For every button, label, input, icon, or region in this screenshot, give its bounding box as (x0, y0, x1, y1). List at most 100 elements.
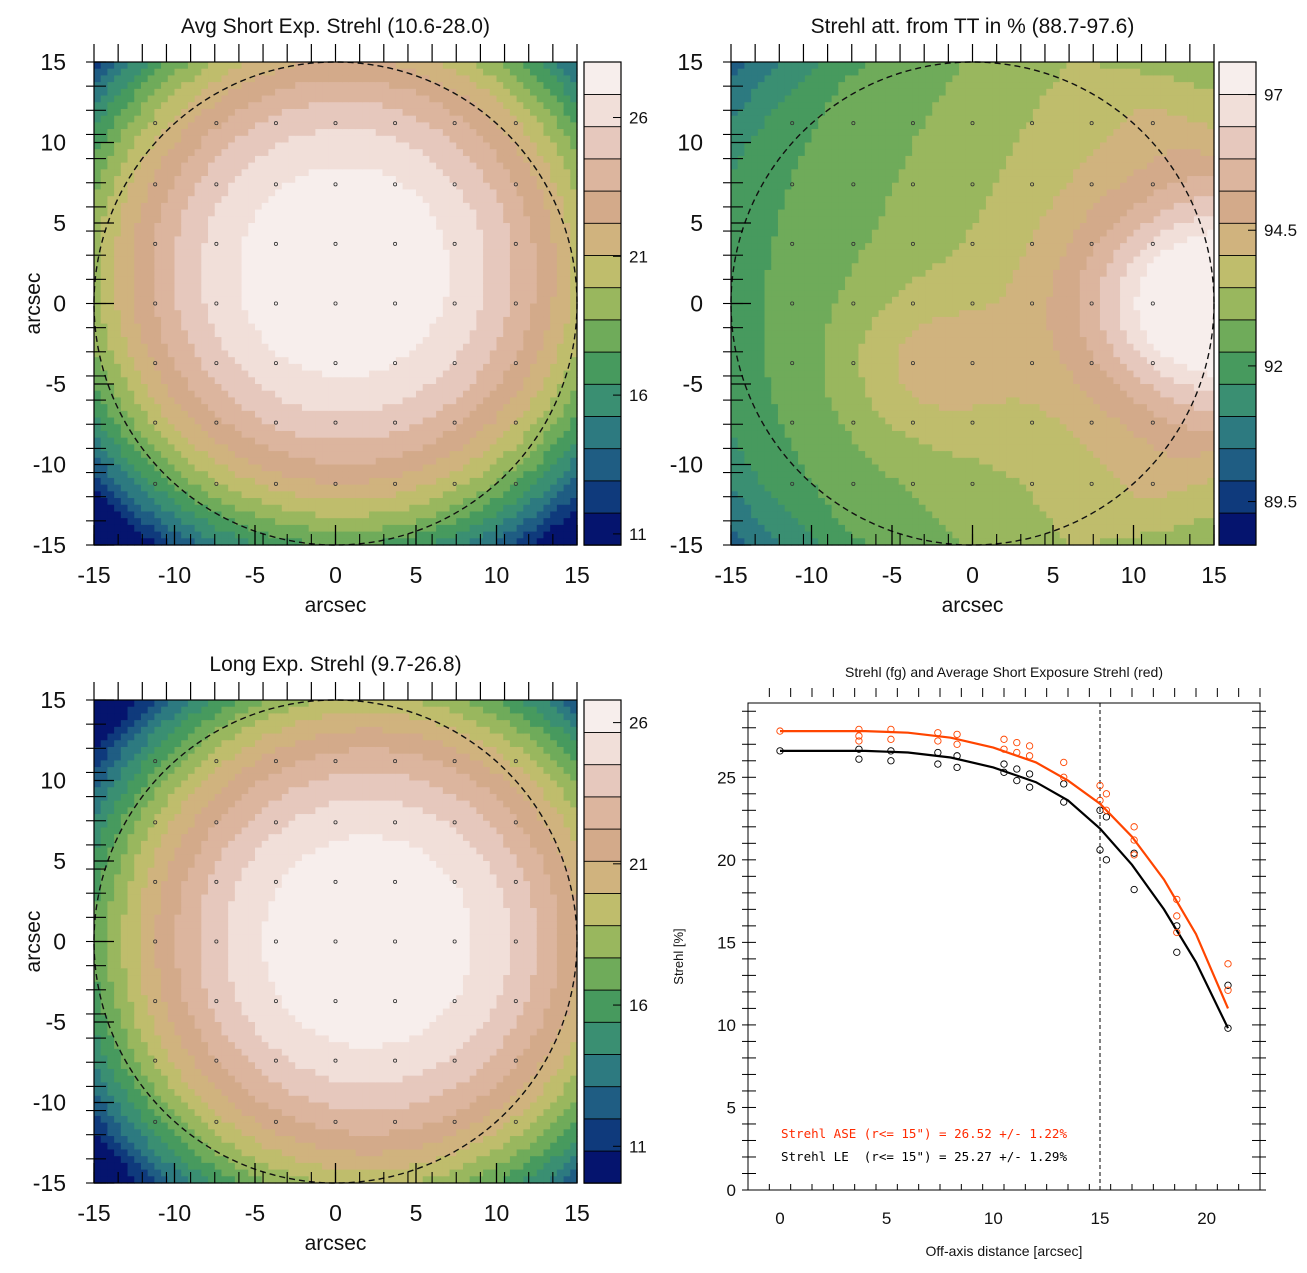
data-point (855, 755, 863, 763)
sample-point (452, 939, 457, 944)
sample-point (153, 241, 158, 246)
sample-point (1150, 481, 1155, 486)
sample-point (333, 121, 338, 126)
colorbar-band (583, 828, 622, 862)
data-point (1025, 742, 1034, 750)
sample-point (790, 121, 795, 126)
y-tick-label: -15 (33, 532, 66, 558)
sample-point (970, 121, 975, 126)
sample-point (273, 1119, 278, 1124)
y-tick-label: -5 (683, 371, 703, 397)
colorbar-band (1218, 512, 1257, 546)
series-ase (776, 725, 1232, 1009)
sample-point (333, 182, 338, 187)
heatmap-panel-3: Long Exp. Strehl (9.7-26.8) -15 -10 -5 0 5 10 1… (22, 653, 648, 1255)
colorbar-band (1218, 415, 1257, 450)
sample-point (153, 1119, 158, 1124)
sample-point (273, 759, 278, 764)
sample-point (214, 361, 219, 366)
sample-point (393, 301, 398, 306)
data-point (953, 763, 961, 772)
colorbar-band (583, 731, 622, 766)
colorbar-tick-label: 16 (629, 386, 648, 405)
colorbar-tick-label: 16 (629, 996, 648, 1015)
colorbar-tick-label: 11 (629, 1137, 647, 1156)
sample-point (273, 939, 278, 944)
sample-point (333, 361, 338, 366)
sample-point (452, 820, 457, 825)
sample-point (153, 420, 158, 425)
sample-point (273, 121, 278, 126)
data-point (1000, 760, 1008, 768)
sample-point (393, 1119, 398, 1124)
sample-point (970, 301, 975, 306)
heatmap-field (94, 62, 578, 546)
colorbar-band (583, 512, 622, 546)
x-axis-label: Off-axis distance [arcsec] (926, 1243, 1083, 1259)
data-point (1102, 806, 1111, 814)
colorbar-band (583, 190, 622, 224)
stat-annotation: Strehl ASE (r<= 15") = 26.52 +/- 1.22% (781, 1126, 1067, 1141)
sample-point (910, 361, 915, 366)
y-tick-label: -15 (670, 532, 703, 558)
y-tick-label: 0 (727, 1181, 736, 1200)
colorbar-band (583, 480, 622, 514)
data-point (1013, 765, 1021, 773)
sample-point (970, 420, 975, 425)
sample-point (1089, 361, 1094, 366)
colorbar-band (583, 125, 622, 160)
data-point (1025, 783, 1034, 791)
y-tick-label: 15 (40, 49, 66, 75)
sample-point (790, 301, 795, 306)
sample-point (513, 481, 518, 486)
sample-point (214, 759, 219, 764)
sample-point (214, 939, 219, 944)
sample-point (452, 1058, 457, 1063)
sample-point (452, 361, 457, 366)
sample-point (1089, 241, 1094, 246)
sample-point (910, 182, 915, 187)
sample-point (1030, 481, 1035, 486)
colorbar-band (1218, 286, 1257, 321)
colorbar-tick-label: 11 (629, 525, 647, 544)
colorbar-band (1218, 447, 1257, 482)
sample-point (153, 182, 158, 187)
sample-point (513, 241, 518, 246)
x-tick-label: -5 (245, 562, 265, 588)
sample-point (393, 420, 398, 425)
fit-curve (780, 730, 1230, 1009)
colorbar-band (583, 383, 622, 417)
data-point (953, 730, 961, 739)
y-tick-label: 10 (40, 130, 66, 156)
x-tick-label: 10 (484, 1200, 510, 1226)
data-point (1224, 1024, 1232, 1032)
sample-point (851, 241, 856, 246)
sample-point (214, 1058, 219, 1063)
sample-point (214, 481, 219, 486)
x-tick-label: 20 (1197, 1209, 1216, 1228)
sample-point (333, 939, 338, 944)
sample-point (910, 241, 915, 246)
sample-point (970, 182, 975, 187)
y-tick-label: 0 (53, 291, 66, 317)
sample-point (790, 182, 795, 187)
sample-point (214, 121, 219, 126)
sample-point (273, 182, 278, 187)
sample-point (393, 759, 398, 764)
sample-point (1150, 361, 1155, 366)
sample-point (214, 241, 219, 246)
sample-point (513, 879, 518, 884)
sample-point (333, 1119, 338, 1124)
sample-point (153, 820, 158, 825)
y-tick-label: 15 (677, 49, 703, 75)
sample-point (513, 759, 518, 764)
y-tick-label: 0 (690, 291, 703, 317)
sample-point (153, 999, 158, 1004)
y-axis-label: arcsec (22, 273, 45, 335)
sample-point (1030, 420, 1035, 425)
sample-point (153, 121, 158, 126)
sample-point (393, 820, 398, 825)
x-tick-label: 10 (484, 562, 510, 588)
sample-point (393, 121, 398, 126)
